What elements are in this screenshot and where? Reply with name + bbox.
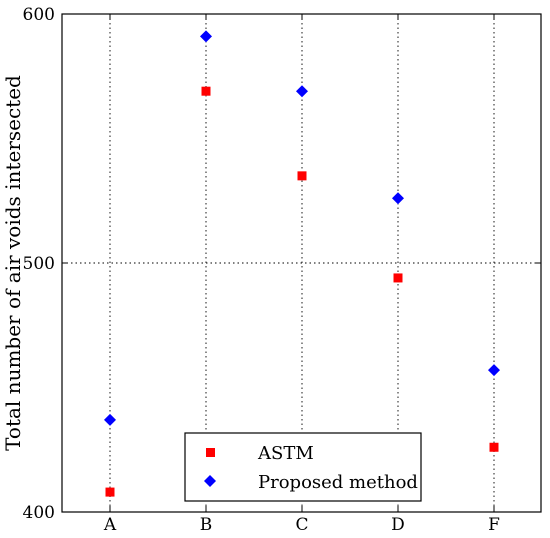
x-tick-label: C: [295, 515, 308, 535]
x-tick-labels: A B C D F: [103, 515, 500, 535]
plot-area: [61, 13, 542, 513]
y-tick-label: 400: [23, 503, 55, 523]
proposed-method-point: [200, 30, 212, 43]
astm-point: [105, 487, 115, 497]
astm-point: [489, 442, 499, 452]
x-tick-label: D: [391, 515, 405, 535]
legend-label-astm: ASTM: [257, 443, 314, 464]
legend-label-proposed: Proposed method: [258, 472, 418, 493]
proposed-method-point: [296, 85, 308, 98]
proposed-method-point: [104, 413, 116, 426]
x-tick-label: B: [200, 515, 213, 535]
y-axis-title: Total number of air voids intersected: [1, 75, 25, 451]
astm-point: [297, 171, 307, 181]
legend-marker-astm-square: [206, 448, 215, 457]
proposed-method-point: [488, 364, 500, 377]
axis-ticks: [62, 13, 541, 513]
y-tick-labels: 400 500 600: [23, 5, 55, 523]
astm-point: [201, 86, 211, 96]
x-tick-label: F: [488, 515, 500, 535]
legend: ASTM Proposed method: [184, 432, 422, 502]
grid-lines: [62, 14, 541, 512]
proposed-method-point: [392, 192, 404, 205]
x-tick-label: A: [103, 515, 117, 535]
legend-frame: [184, 432, 422, 502]
legend-marker-proposed-diamond: [204, 475, 216, 487]
y-tick-label: 600: [23, 5, 55, 25]
data-markers: [104, 30, 500, 497]
astm-point: [393, 273, 403, 283]
y-tick-label: 500: [23, 254, 55, 274]
